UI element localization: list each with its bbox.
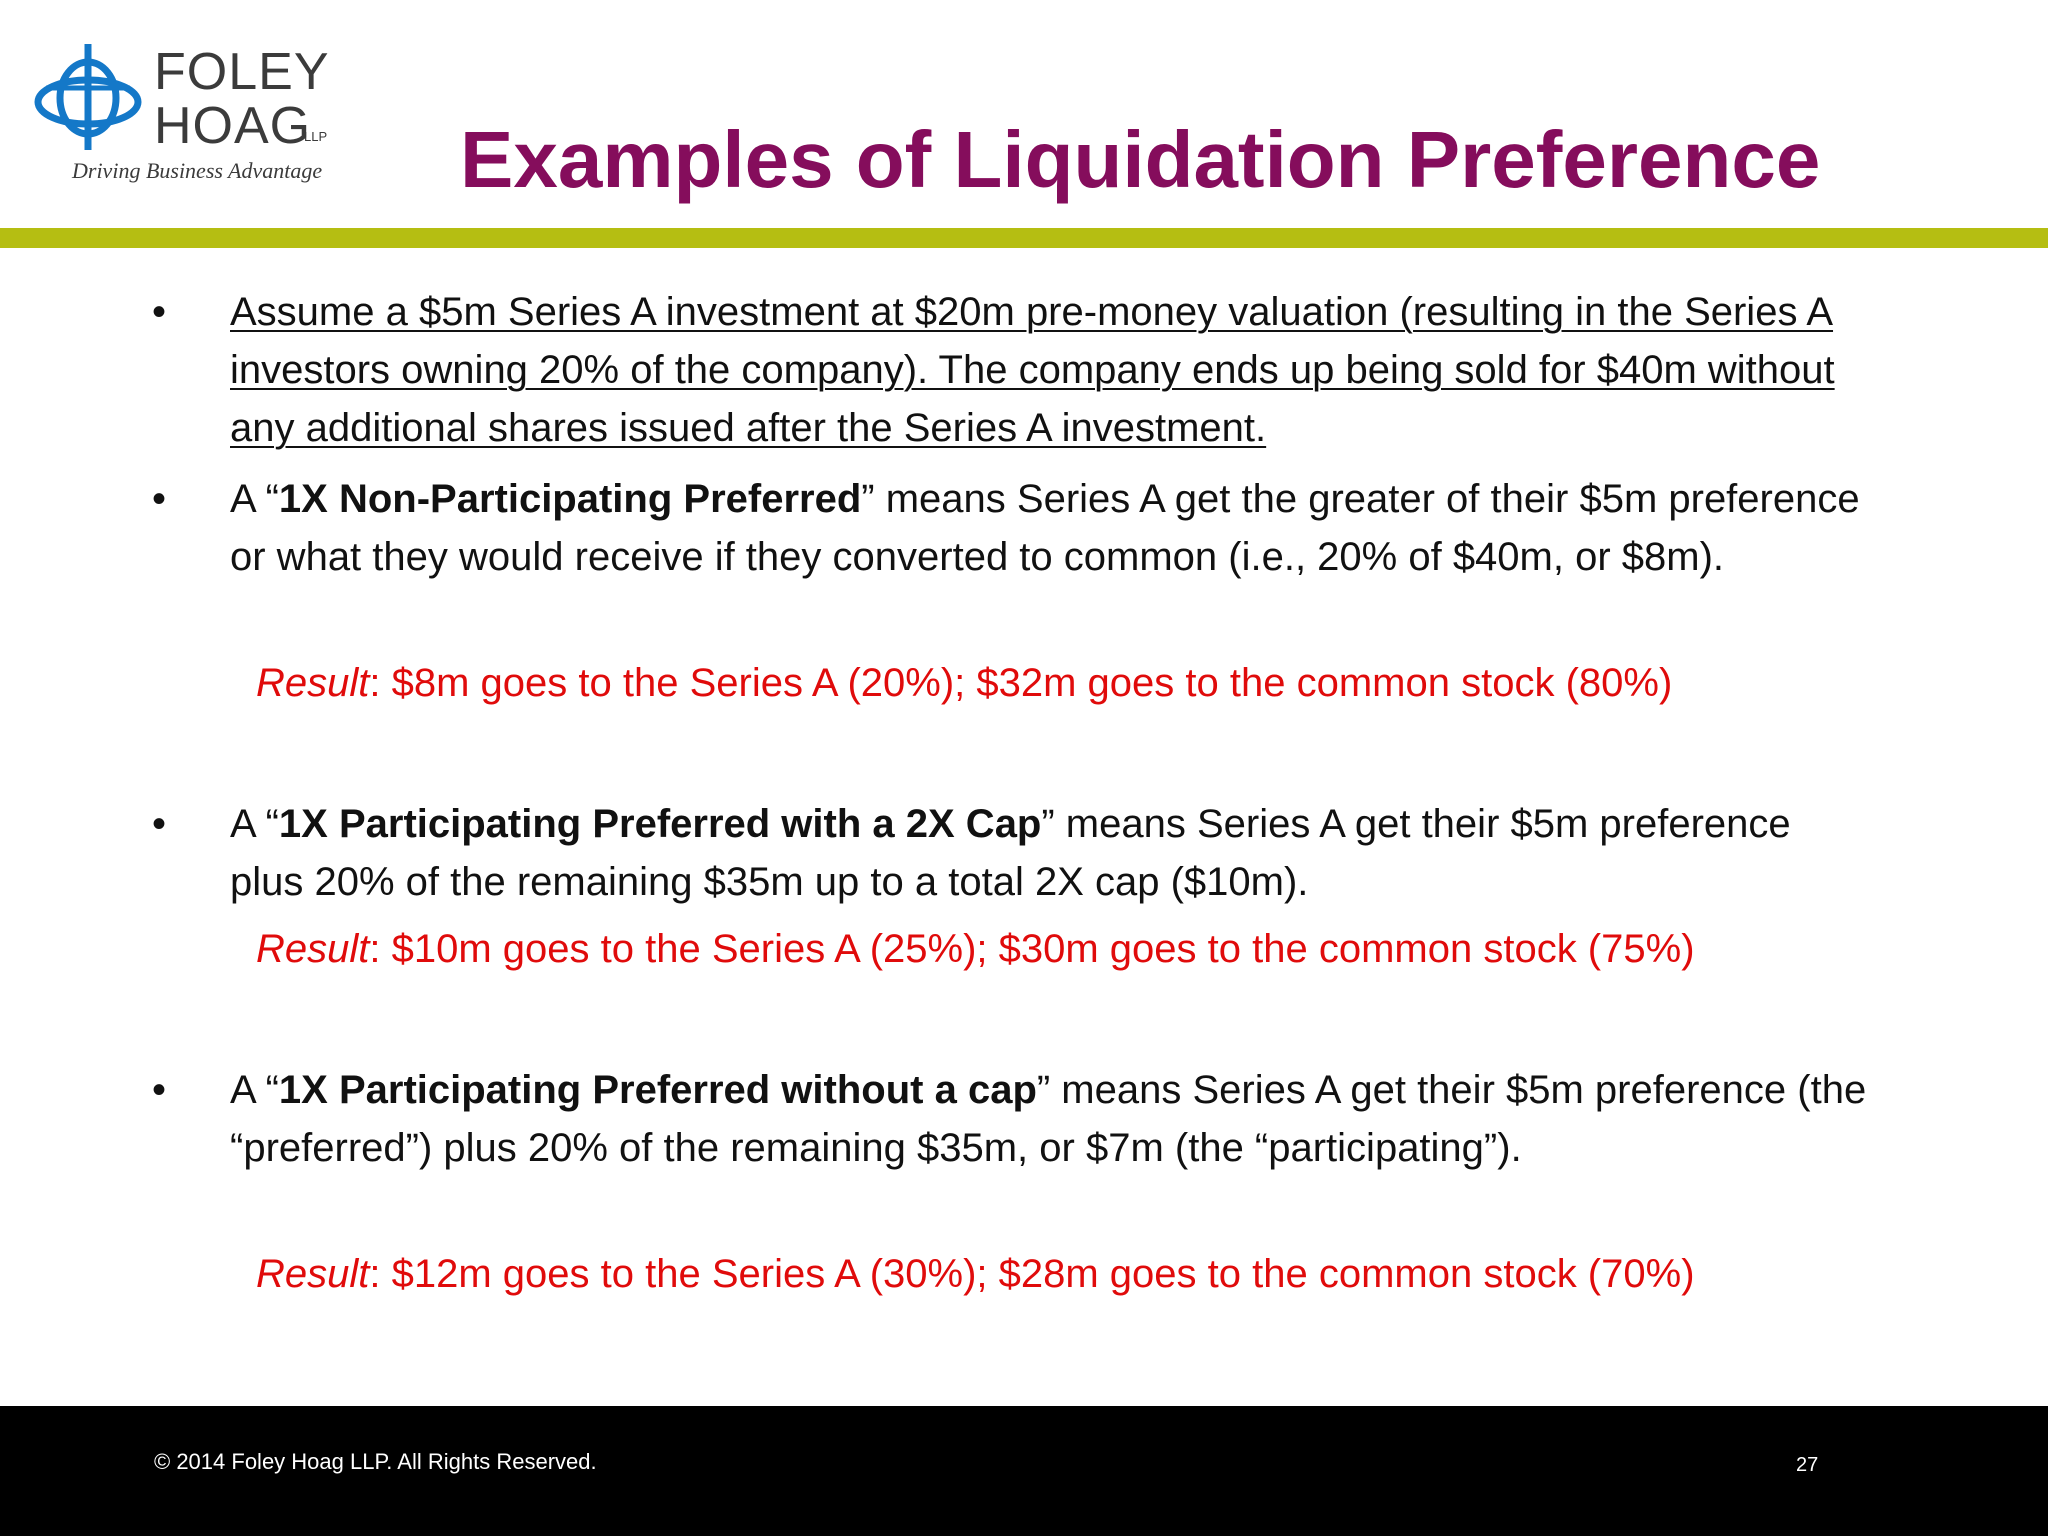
logo-tagline: Driving Business Advantage bbox=[72, 158, 323, 183]
bullet-text: A “1X Participating Preferred without a … bbox=[230, 1061, 1870, 1177]
foley-hoag-logo: FOLEY HOAG LLP Driving Business Advantag… bbox=[32, 40, 362, 200]
bullet-text: Assume a $5m Series A investment at $20m… bbox=[230, 283, 1870, 457]
result-label: Result bbox=[256, 661, 370, 705]
page-number: 27 bbox=[1796, 1454, 1819, 1476]
bullet-marker: • bbox=[152, 1068, 167, 1112]
list-item: • A “1X Participating Preferred without … bbox=[150, 1061, 1870, 1177]
bullet-non-participating: • A “1X Non-Participating Preferred” mea… bbox=[150, 470, 1870, 586]
result-participating-no-cap: Result: $12m goes to the Series A (30%);… bbox=[256, 1245, 1976, 1303]
list-item: • A “1X Non-Participating Preferred” mea… bbox=[150, 470, 1870, 586]
slide-title: Examples of Liquidation Preference bbox=[460, 115, 1821, 204]
list-item: • Assume a $5m Series A investment at $2… bbox=[150, 283, 1870, 457]
title-divider bbox=[0, 228, 2048, 248]
result-participating-2x-cap: Result: $10m goes to the Series A (25%);… bbox=[256, 920, 1976, 978]
result-label: Result bbox=[256, 927, 370, 971]
result-text: : $12m goes to the Series A (30%); $28m … bbox=[369, 1252, 1695, 1296]
result-non-participating: Result: $8m goes to the Series A (20%); … bbox=[256, 654, 1976, 712]
bullet-assumption: • Assume a $5m Series A investment at $2… bbox=[150, 283, 1870, 457]
bullet-rest: ” means Series A get their $5m preferenc… bbox=[230, 802, 1791, 904]
logo-wordmark-line1: FOLEY bbox=[154, 43, 330, 101]
bullet-term: 1X Non-Participating Preferred bbox=[278, 477, 862, 521]
bullet-marker: • bbox=[152, 477, 167, 521]
bullet-rest: ” means Series A get their $5m preferenc… bbox=[230, 1068, 1867, 1170]
bullet-lead: A “ bbox=[230, 802, 279, 846]
bullet-term: 1X Participating Preferred without a cap bbox=[278, 1068, 1037, 1112]
result-text: : $8m goes to the Series A (20%); $32m g… bbox=[369, 661, 1673, 705]
bullet-text: A “1X Participating Preferred with a 2X … bbox=[230, 795, 1870, 911]
result-label: Result bbox=[256, 1252, 370, 1296]
bullet-marker: • bbox=[152, 802, 167, 846]
logo-llp: LLP bbox=[304, 129, 328, 144]
footer-copyright: © 2014 Foley Hoag LLP. All Rights Reserv… bbox=[154, 1449, 597, 1474]
bullet-lead: A “ bbox=[230, 1068, 279, 1112]
assumption-text: Assume a $5m Series A investment at $20m… bbox=[230, 290, 1835, 450]
bullet-rest: ” means Series A get the greater of thei… bbox=[230, 477, 1860, 579]
list-item: • A “1X Participating Preferred with a 2… bbox=[150, 795, 1870, 911]
bullet-participating-2x-cap: • A “1X Participating Preferred with a 2… bbox=[150, 795, 1870, 911]
bullet-text: A “1X Non-Participating Preferred” means… bbox=[230, 470, 1870, 586]
bullet-lead: A “ bbox=[230, 477, 279, 521]
logo-wordmark-line2: HOAG bbox=[154, 97, 312, 155]
bullet-term: 1X Participating Preferred with a 2X Cap bbox=[278, 802, 1042, 846]
result-text: : $10m goes to the Series A (25%); $30m … bbox=[369, 927, 1695, 971]
footer-bar: © 2014 Foley Hoag LLP. All Rights Reserv… bbox=[0, 1406, 2048, 1536]
bullet-participating-no-cap: • A “1X Participating Preferred without … bbox=[150, 1061, 1870, 1177]
bullet-marker: • bbox=[152, 290, 167, 334]
globe-logo-icon bbox=[34, 44, 142, 150]
